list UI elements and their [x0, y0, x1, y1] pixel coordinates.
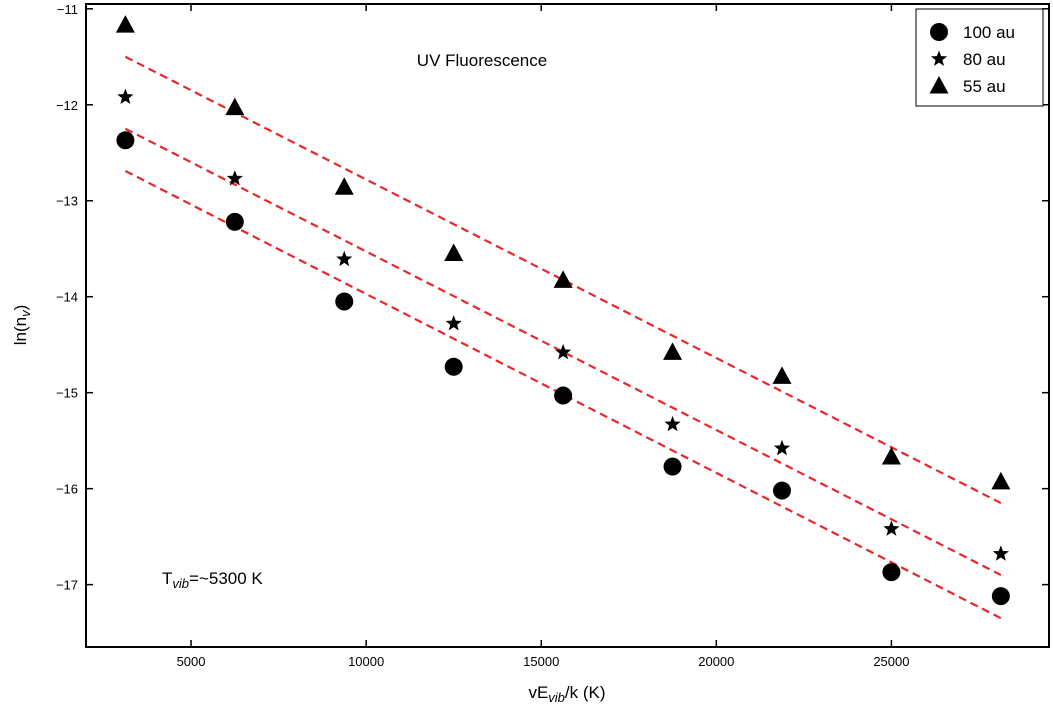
data-point [225, 212, 244, 231]
y-tick-label: −17 [56, 578, 78, 593]
x-axis-label: vEvib/k (K) [528, 683, 605, 705]
data-point [445, 315, 462, 331]
data-point [772, 366, 792, 384]
x-tick-label: 20000 [698, 654, 734, 669]
data-points [115, 15, 1011, 606]
y-tick-label: −14 [56, 290, 78, 305]
data-point [664, 415, 681, 432]
data-point [226, 170, 243, 186]
data-point [772, 481, 791, 500]
legend-label: 80 au [963, 50, 1006, 69]
data-point [553, 270, 573, 288]
legend-marker [930, 23, 948, 41]
fit-line [124, 127, 1002, 577]
x-tick-label: 10000 [348, 654, 384, 669]
data-point [117, 88, 134, 104]
data-point [992, 545, 1009, 561]
annotation-title: UV Fluorescence [417, 51, 547, 70]
y-tick-label: −13 [56, 194, 78, 209]
legend: 100 au 80 au 55 au [915, 8, 1044, 107]
data-point [883, 520, 900, 536]
data-point [336, 250, 353, 267]
data-point [225, 97, 245, 116]
data-point [554, 386, 573, 405]
data-point [773, 439, 791, 456]
fit-line [124, 55, 1002, 505]
fit-line [124, 170, 1002, 620]
data-point [334, 177, 354, 195]
annotation-temperature: Tvib=~5300 K [162, 569, 263, 591]
legend-marker [929, 76, 949, 94]
legend-items: 100 au 80 au 55 au [929, 23, 1015, 96]
x-tick-label: 25000 [873, 654, 909, 669]
x-tick-label: 15000 [523, 654, 559, 669]
y-tick-label: −16 [56, 482, 78, 497]
x-tick-label: 5000 [177, 654, 206, 669]
plot-frame [85, 3, 1050, 648]
data-point [991, 587, 1010, 606]
data-point [115, 15, 135, 33]
data-point [444, 357, 463, 376]
data-point [555, 343, 572, 360]
legend-label: 55 au [963, 77, 1006, 96]
data-point [663, 342, 683, 360]
y-axis-label: ln(nv) [11, 305, 33, 346]
data-point [335, 292, 354, 311]
data-point [444, 243, 464, 262]
y-tick-label: −15 [56, 386, 78, 401]
ticks: 5000 10000 15000 20000 25000 −11 −12 −13 −14 −15 −… [56, 2, 1049, 669]
y-tick-label: −12 [56, 98, 78, 113]
y-tick-label: −11 [57, 2, 78, 17]
data-point [663, 457, 682, 476]
data-point [991, 471, 1011, 490]
legend-marker [930, 50, 948, 66]
legend-label: 100 au [963, 23, 1015, 42]
fit-lines [124, 55, 1002, 620]
data-point [882, 563, 901, 582]
data-point [881, 446, 901, 465]
data-point [116, 131, 135, 150]
